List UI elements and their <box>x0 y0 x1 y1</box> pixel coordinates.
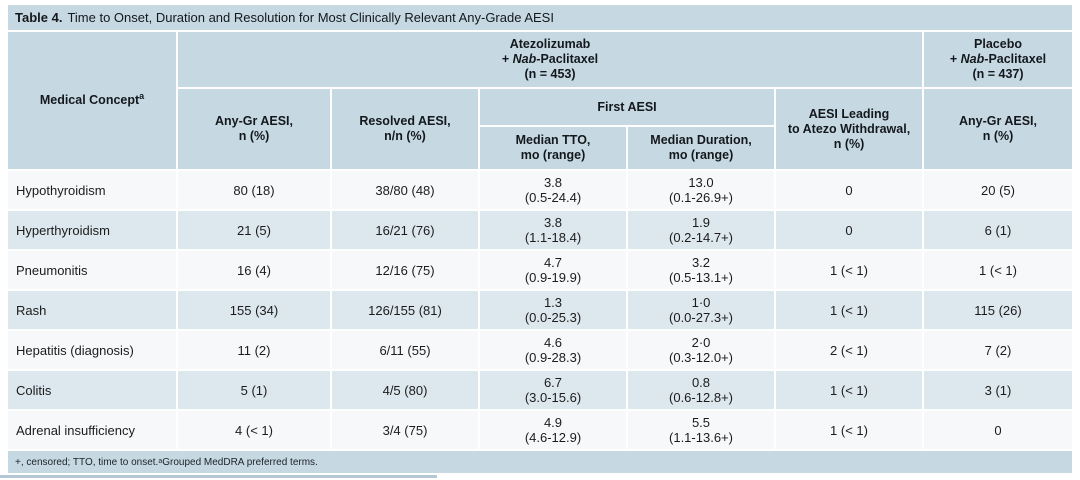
cell-withdrawal: 2 (< 1) <box>776 331 922 369</box>
cell-withdrawal: 1 (< 1) <box>776 371 922 409</box>
table-row-colitis: Colitis 5 (1) 4/5 (80) 6.7 (3.0-15.6) 0.… <box>8 371 1072 409</box>
cell-median-duration: 0.8 (0.6-12.8+) <box>628 371 774 409</box>
cell-withdrawal: 1 (< 1) <box>776 251 922 289</box>
cell-withdrawal: 1 (< 1) <box>776 291 922 329</box>
footnote-marker: a <box>139 90 145 101</box>
group-header-first-aesi: First AESI <box>480 89 774 125</box>
cell-concept: Colitis <box>8 371 176 409</box>
cell-resolved: 6/11 (55) <box>332 331 478 369</box>
cell-median-tto: 4.9 (4.6-12.9) <box>480 411 626 449</box>
aesi-table: Table 4. Time to Onset, Duration and Res… <box>8 5 1072 473</box>
cell-any-gr: 21 (5) <box>178 211 330 249</box>
cell-concept: Hyperthyroidism <box>8 211 176 249</box>
table-header: Medical Concepta Atezolizumab + Nab-Pacl… <box>8 32 1072 169</box>
cell-median-tto: 4.6 (0.9-28.3) <box>480 331 626 369</box>
cell-placebo-any-gr: 20 (5) <box>924 171 1072 209</box>
column-header-placebo-any-grade-aesi: Any-Gr AESI, n (%) <box>924 89 1072 169</box>
cell-concept: Pneumonitis <box>8 251 176 289</box>
bottom-divider-line <box>0 475 437 478</box>
cell-withdrawal: 0 <box>776 211 922 249</box>
group-header-atezolizumab-arm: Atezolizumab + Nab-Paclitaxel (n = 453) <box>178 32 922 87</box>
cell-median-duration: 2·0 (0.3-12.0+) <box>628 331 774 369</box>
cell-placebo-any-gr: 6 (1) <box>924 211 1072 249</box>
cell-placebo-any-gr: 1 (< 1) <box>924 251 1072 289</box>
cell-any-gr: 11 (2) <box>178 331 330 369</box>
cell-resolved: 16/21 (76) <box>332 211 478 249</box>
cell-median-duration: 5.5 (1.1-13.6+) <box>628 411 774 449</box>
column-header-median-tto: Median TTO, mo (range) <box>480 127 626 169</box>
column-header-aesi-withdrawal: AESI Leading to Atezo Withdrawal, n (%) <box>776 89 922 169</box>
table-footnote: +, censored; TTO, time to onset. a Group… <box>8 451 1072 473</box>
column-header-median-duration: Median Duration, mo (range) <box>628 127 774 169</box>
column-header-medical-concept: Medical Concepta <box>8 32 176 169</box>
cell-resolved: 3/4 (75) <box>332 411 478 449</box>
cell-withdrawal: 0 <box>776 171 922 209</box>
nab-italic: Nab <box>512 52 537 66</box>
cell-median-tto: 3.8 (1.1-18.4) <box>480 211 626 249</box>
cell-placebo-any-gr: 3 (1) <box>924 371 1072 409</box>
cell-median-tto: 4.7 (0.9-19.9) <box>480 251 626 289</box>
cell-placebo-any-gr: 7 (2) <box>924 331 1072 369</box>
cell-concept: Rash <box>8 291 176 329</box>
cell-concept: Hypothyroidism <box>8 171 176 209</box>
table-row-hypothyroidism: Hypothyroidism 80 (18) 38/80 (48) 3.8 (0… <box>8 171 1072 209</box>
cell-any-gr: 4 (< 1) <box>178 411 330 449</box>
cell-median-tto: 3.8 (0.5-24.4) <box>480 171 626 209</box>
cell-resolved: 12/16 (75) <box>332 251 478 289</box>
cell-resolved: 38/80 (48) <box>332 171 478 209</box>
column-header-any-grade-aesi: Any-Gr AESI, n (%) <box>178 89 330 169</box>
cell-concept: Adrenal insufficiency <box>8 411 176 449</box>
table-row-pneumonitis: Pneumonitis 16 (4) 12/16 (75) 4.7 (0.9-1… <box>8 251 1072 289</box>
table-row-hepatitis: Hepatitis (diagnosis) 11 (2) 6/11 (55) 4… <box>8 331 1072 369</box>
cell-any-gr: 5 (1) <box>178 371 330 409</box>
table-title: Table 4. Time to Onset, Duration and Res… <box>8 5 1072 30</box>
cell-placebo-any-gr: 115 (26) <box>924 291 1072 329</box>
cell-concept: Hepatitis (diagnosis) <box>8 331 176 369</box>
cell-median-duration: 13.0 (0.1-26.9+) <box>628 171 774 209</box>
group-header-placebo-arm: Placebo + Nab-Paclitaxel (n = 437) <box>924 32 1072 87</box>
table-row-rash: Rash 155 (34) 126/155 (81) 1.3 (0.0-25.3… <box>8 291 1072 329</box>
cell-median-duration: 1·0 (0.0-27.3+) <box>628 291 774 329</box>
cell-median-duration: 3.2 (0.5-13.1+) <box>628 251 774 289</box>
cell-withdrawal: 1 (< 1) <box>776 411 922 449</box>
table-row-adrenal-insufficiency: Adrenal insufficiency 4 (< 1) 3/4 (75) 4… <box>8 411 1072 449</box>
cell-median-duration: 1.9 (0.2-14.7+) <box>628 211 774 249</box>
cell-resolved: 4/5 (80) <box>332 371 478 409</box>
cell-placebo-any-gr: 0 <box>924 411 1072 449</box>
cell-any-gr: 16 (4) <box>178 251 330 289</box>
table-body: Hypothyroidism 80 (18) 38/80 (48) 3.8 (0… <box>8 171 1072 449</box>
column-header-resolved-aesi: Resolved AESI, n/n (%) <box>332 89 478 169</box>
cell-median-tto: 6.7 (3.0-15.6) <box>480 371 626 409</box>
cell-median-tto: 1.3 (0.0-25.3) <box>480 291 626 329</box>
cell-any-gr: 80 (18) <box>178 171 330 209</box>
table-title-number: Table 4. <box>15 10 63 25</box>
table-title-text: Time to Onset, Duration and Resolution f… <box>67 10 554 25</box>
table-row-hyperthyroidism: Hyperthyroidism 21 (5) 16/21 (76) 3.8 (1… <box>8 211 1072 249</box>
cell-resolved: 126/155 (81) <box>332 291 478 329</box>
cell-any-gr: 155 (34) <box>178 291 330 329</box>
nab-italic: Nab <box>960 52 985 66</box>
